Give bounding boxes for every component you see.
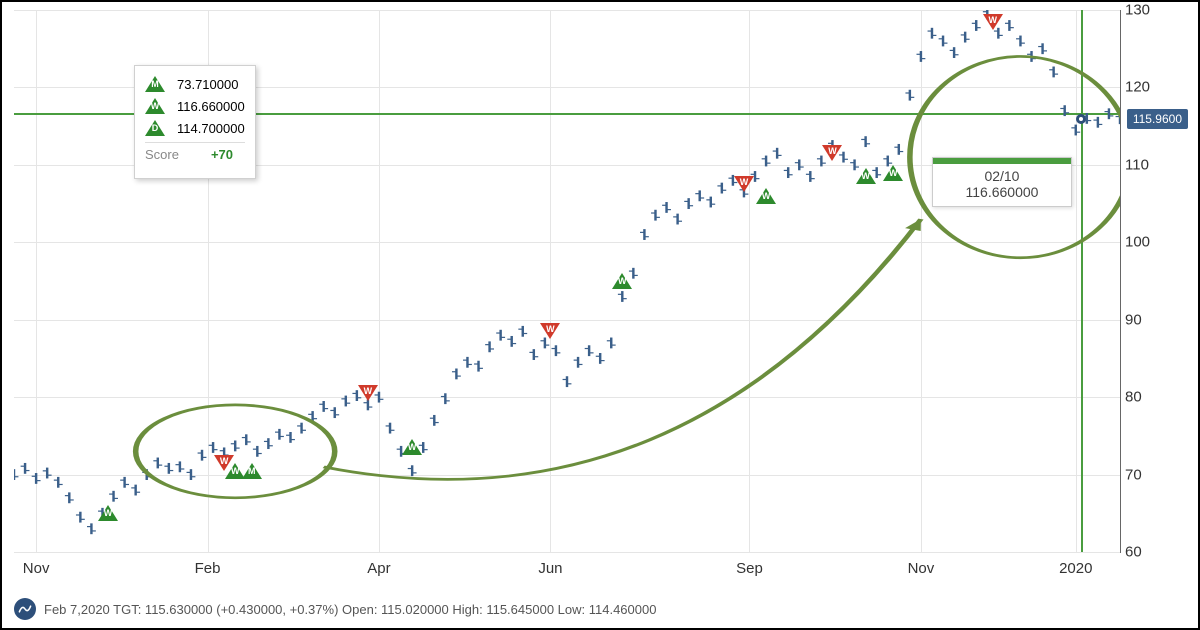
signal-up-icon: W bbox=[98, 505, 118, 521]
x-axis-tick: Nov bbox=[908, 560, 935, 577]
y-axis-tick: 90 bbox=[1125, 311, 1180, 328]
provider-logo-icon bbox=[14, 598, 36, 620]
indicator-tooltip: M 73.710000 W 116.660000 D 114.700000 Score +70 bbox=[134, 65, 256, 179]
last-price-flag: 115.9600 bbox=[1127, 109, 1188, 129]
callout-value: 116.660000 bbox=[943, 184, 1061, 200]
signal-up-icon: W bbox=[856, 168, 876, 184]
y-axis-tick: 120 bbox=[1125, 79, 1180, 96]
signal-up-icon: W bbox=[883, 165, 903, 181]
tooltip-row: W 116.660000 bbox=[145, 98, 245, 114]
callout-date: 02/10 bbox=[943, 168, 1061, 184]
tooltip-value: 116.660000 bbox=[177, 99, 245, 114]
signal-up-icon: W bbox=[402, 439, 422, 455]
x-axis-tick: 2020 bbox=[1059, 560, 1092, 577]
quote-footer: Feb 7,2020 TGT: 115.630000 (+0.430000, +… bbox=[14, 598, 1186, 620]
current-point-icon bbox=[1076, 114, 1086, 124]
y-axis-tick: 130 bbox=[1125, 2, 1180, 19]
indicator-up-icon: M bbox=[145, 76, 165, 92]
x-axis-tick: Apr bbox=[367, 560, 390, 577]
signal-up-icon: W bbox=[612, 273, 632, 289]
chart-area[interactable]: M 73.710000 W 116.660000 D 114.700000 Score +70… bbox=[14, 10, 1186, 583]
quote-text: Feb 7,2020 TGT: 115.630000 (+0.430000, +… bbox=[44, 602, 656, 617]
tooltip-value: 73.710000 bbox=[177, 77, 238, 92]
callout-accent-bar bbox=[933, 158, 1071, 164]
score-value: +70 bbox=[211, 147, 233, 162]
y-axis-tick: 60 bbox=[1125, 544, 1180, 561]
x-axis-tick: Nov bbox=[23, 560, 50, 577]
tooltip-row: M 73.710000 bbox=[145, 76, 245, 92]
y-axis-tick: 110 bbox=[1125, 156, 1180, 173]
date-value-callout: 02/10 116.660000 bbox=[932, 157, 1072, 207]
y-axis-tick: 70 bbox=[1125, 466, 1180, 483]
x-axis-tick: Sep bbox=[736, 560, 763, 577]
plot-region[interactable]: M 73.710000 W 116.660000 D 114.700000 Score +70… bbox=[14, 10, 1121, 553]
chart-frame: M 73.710000 W 116.660000 D 114.700000 Score +70… bbox=[0, 0, 1200, 630]
signal-down-icon: W bbox=[358, 385, 378, 401]
gridline-horizontal bbox=[14, 552, 1120, 553]
indicator-up-icon: W bbox=[145, 98, 165, 114]
signal-up-icon: W bbox=[756, 188, 776, 204]
signal-down-icon: W bbox=[983, 14, 1003, 30]
signal-down-icon: W bbox=[540, 323, 560, 339]
score-label: Score bbox=[145, 147, 179, 162]
x-axis-tick: Jun bbox=[538, 560, 562, 577]
tooltip-score-row: Score +70 bbox=[145, 147, 245, 162]
tooltip-row: D 114.700000 bbox=[145, 120, 245, 136]
signal-up-icon: M bbox=[242, 463, 262, 479]
x-axis-tick: Feb bbox=[195, 560, 221, 577]
signal-down-icon: W bbox=[734, 176, 754, 192]
signal-down-icon: W bbox=[822, 145, 842, 161]
indicator-up-icon: D bbox=[145, 120, 165, 136]
y-axis-tick: 80 bbox=[1125, 389, 1180, 406]
y-axis-tick: 100 bbox=[1125, 234, 1180, 251]
tooltip-value: 114.700000 bbox=[177, 121, 245, 136]
